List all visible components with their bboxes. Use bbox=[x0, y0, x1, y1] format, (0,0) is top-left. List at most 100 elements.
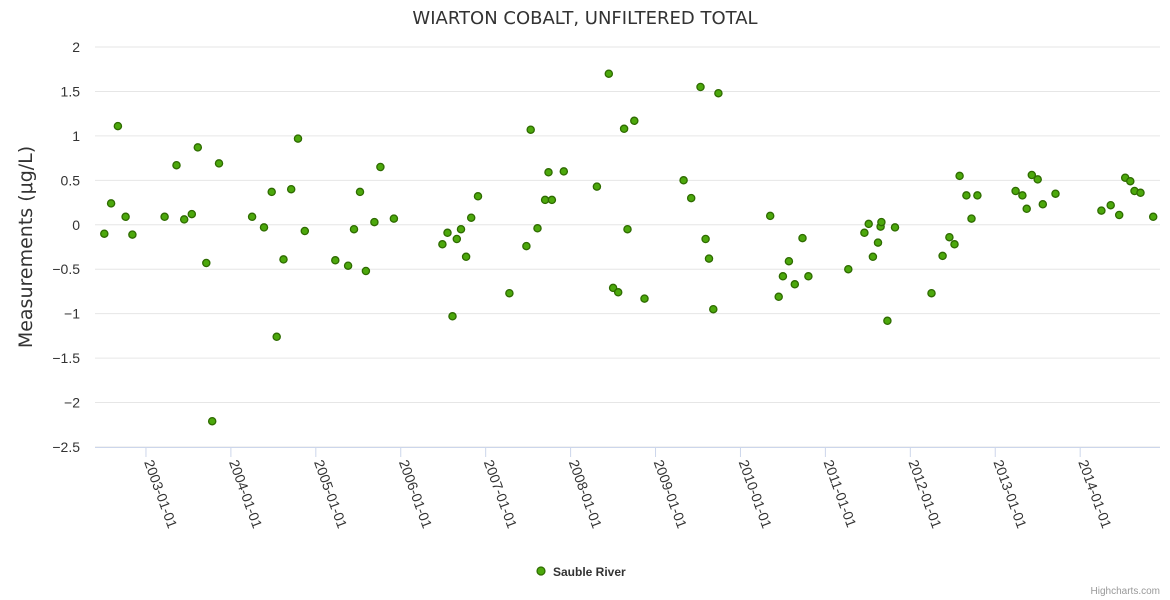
data-point[interactable] bbox=[1097, 206, 1106, 215]
data-point[interactable] bbox=[179, 215, 189, 224]
data-point[interactable] bbox=[844, 264, 853, 274]
data-point[interactable] bbox=[448, 312, 457, 321]
data-point[interactable] bbox=[349, 224, 359, 234]
data-point[interactable] bbox=[1136, 188, 1145, 198]
data-point[interactable] bbox=[1022, 204, 1031, 214]
data-point[interactable] bbox=[343, 261, 353, 270]
data-point[interactable] bbox=[630, 116, 639, 126]
data-point[interactable] bbox=[679, 176, 688, 185]
data-point[interactable] bbox=[890, 223, 900, 232]
data-point[interactable] bbox=[547, 195, 557, 205]
data-point[interactable] bbox=[533, 224, 542, 233]
data-point[interactable] bbox=[202, 258, 211, 268]
data-point[interactable] bbox=[361, 266, 371, 276]
data-point[interactable] bbox=[938, 251, 947, 261]
data-point[interactable] bbox=[950, 240, 959, 249]
data-point[interactable] bbox=[456, 224, 466, 234]
data-point[interactable] bbox=[877, 217, 886, 227]
data-point[interactable] bbox=[1038, 200, 1048, 209]
data-point[interactable] bbox=[860, 228, 869, 238]
data-point[interactable] bbox=[1051, 189, 1060, 198]
legend-label[interactable]: Sauble River bbox=[553, 565, 626, 579]
data-point[interactable] bbox=[505, 288, 514, 298]
data-point[interactable] bbox=[804, 272, 813, 281]
data-point[interactable] bbox=[370, 217, 379, 227]
data-point[interactable] bbox=[473, 192, 483, 201]
data-point[interactable] bbox=[1033, 175, 1042, 184]
data-point[interactable] bbox=[128, 230, 137, 239]
data-point[interactable] bbox=[267, 187, 276, 197]
data-point[interactable] bbox=[604, 69, 614, 78]
data-point[interactable] bbox=[973, 191, 982, 200]
data-point[interactable] bbox=[709, 304, 718, 314]
data-point[interactable] bbox=[259, 223, 269, 232]
data-point[interactable] bbox=[466, 213, 476, 222]
data-point[interactable] bbox=[714, 88, 723, 98]
data-point[interactable] bbox=[955, 171, 964, 181]
data-point[interactable] bbox=[784, 256, 794, 266]
data-point[interactable] bbox=[376, 162, 385, 172]
data-point[interactable] bbox=[160, 212, 169, 222]
data-point[interactable] bbox=[613, 288, 623, 297]
data-point[interactable] bbox=[544, 168, 553, 177]
data-point[interactable] bbox=[526, 125, 535, 134]
data-point[interactable] bbox=[187, 209, 197, 219]
legend[interactable]: Sauble River bbox=[536, 565, 626, 579]
data-point[interactable] bbox=[790, 280, 800, 289]
data-point[interactable] bbox=[864, 219, 873, 229]
data-point[interactable] bbox=[279, 255, 288, 264]
data-point[interactable] bbox=[701, 234, 710, 244]
data-point[interactable] bbox=[540, 195, 550, 205]
data-point[interactable] bbox=[300, 226, 310, 236]
data-point[interactable] bbox=[355, 187, 365, 197]
data-point[interactable] bbox=[106, 199, 116, 208]
data-point[interactable] bbox=[696, 82, 705, 92]
data-point[interactable] bbox=[1148, 212, 1158, 222]
data-point[interactable] bbox=[172, 160, 181, 170]
data-point[interactable] bbox=[1027, 170, 1037, 180]
data-point[interactable] bbox=[640, 294, 649, 303]
data-point[interactable] bbox=[686, 193, 696, 203]
data-point[interactable] bbox=[331, 256, 340, 265]
data-point[interactable] bbox=[214, 159, 224, 168]
credits-link[interactable]: Highcharts.com bbox=[1091, 586, 1160, 597]
data-point[interactable] bbox=[765, 211, 775, 221]
data-point[interactable] bbox=[704, 254, 714, 263]
data-point[interactable] bbox=[774, 292, 783, 302]
data-point[interactable] bbox=[873, 238, 883, 247]
data-point[interactable] bbox=[100, 229, 109, 238]
data-point[interactable] bbox=[1126, 176, 1135, 186]
data-point[interactable] bbox=[868, 252, 878, 262]
data-point[interactable] bbox=[927, 288, 936, 298]
data-point[interactable] bbox=[623, 224, 632, 234]
data-point[interactable] bbox=[1011, 186, 1020, 196]
data-point[interactable] bbox=[193, 143, 203, 152]
data-point[interactable] bbox=[272, 332, 281, 342]
data-point[interactable] bbox=[452, 234, 462, 244]
data-point[interactable] bbox=[247, 212, 257, 222]
data-point[interactable] bbox=[207, 416, 217, 426]
data-point[interactable] bbox=[389, 214, 399, 223]
data-point[interactable] bbox=[286, 184, 296, 194]
data-point[interactable] bbox=[438, 240, 447, 249]
data-point[interactable] bbox=[592, 182, 602, 191]
data-point[interactable] bbox=[619, 124, 629, 134]
data-point[interactable] bbox=[293, 134, 303, 143]
data-point[interactable] bbox=[559, 167, 569, 176]
data-point[interactable] bbox=[1018, 191, 1027, 200]
legend-marker[interactable] bbox=[536, 566, 546, 576]
data-point[interactable] bbox=[113, 121, 123, 131]
data-point[interactable] bbox=[461, 252, 471, 262]
data-point[interactable] bbox=[967, 214, 976, 223]
data-point[interactable] bbox=[778, 272, 788, 281]
data-point[interactable] bbox=[883, 316, 892, 326]
series-sauble-river[interactable] bbox=[100, 69, 1158, 426]
data-point[interactable] bbox=[1114, 210, 1124, 220]
data-point[interactable] bbox=[798, 233, 807, 243]
data-point[interactable] bbox=[443, 228, 452, 238]
data-point[interactable] bbox=[962, 191, 971, 200]
data-point[interactable] bbox=[945, 232, 954, 242]
data-point[interactable] bbox=[522, 241, 531, 251]
data-point[interactable] bbox=[1106, 200, 1115, 210]
data-point[interactable] bbox=[121, 212, 130, 222]
